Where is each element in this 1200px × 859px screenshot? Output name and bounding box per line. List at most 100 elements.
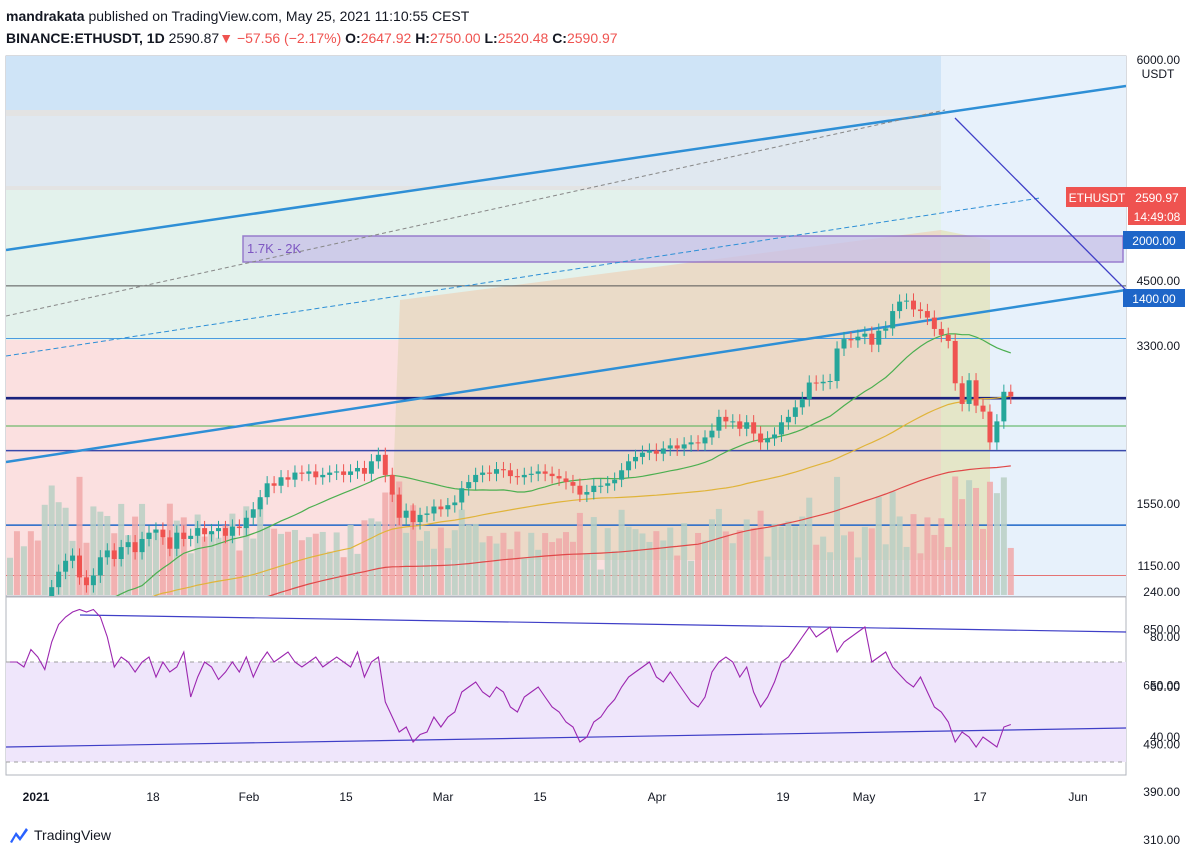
- descending-trendline[interactable]: [954, 117, 1126, 291]
- candle-body[interactable]: [494, 469, 499, 474]
- candle-body[interactable]: [188, 535, 194, 539]
- candle-body[interactable]: [181, 532, 187, 539]
- candle-body[interactable]: [772, 434, 777, 439]
- range-box[interactable]: [242, 235, 1124, 263]
- candle-body[interactable]: [778, 422, 784, 435]
- candle-body[interactable]: [931, 317, 937, 329]
- candle-body[interactable]: [799, 399, 805, 408]
- candle-body[interactable]: [876, 330, 882, 345]
- candle-body[interactable]: [556, 476, 562, 479]
- candle-body[interactable]: [500, 469, 506, 471]
- candle-body[interactable]: [584, 492, 590, 495]
- upper-channel-line[interactable]: [6, 84, 1126, 252]
- candle-body[interactable]: [417, 514, 423, 523]
- candle-body[interactable]: [368, 461, 374, 474]
- candle-body[interactable]: [751, 422, 757, 434]
- candle-body[interactable]: [605, 483, 611, 486]
- candle-body[interactable]: [410, 510, 416, 523]
- candle-body[interactable]: [285, 477, 291, 480]
- candle-body[interactable]: [299, 472, 305, 474]
- candle-body[interactable]: [292, 472, 298, 480]
- candle-body[interactable]: [653, 450, 659, 454]
- candle-body[interactable]: [132, 542, 138, 553]
- candle-body[interactable]: [334, 471, 340, 473]
- candle-body[interactable]: [855, 336, 861, 341]
- candle-body[interactable]: [1001, 391, 1007, 422]
- candle-body[interactable]: [396, 494, 402, 518]
- candle-body[interactable]: [70, 555, 76, 561]
- candle-body[interactable]: [209, 531, 215, 535]
- candle-body[interactable]: [355, 467, 360, 472]
- candle-body[interactable]: [945, 334, 951, 341]
- candle-body[interactable]: [924, 311, 930, 318]
- candle-body[interactable]: [320, 474, 326, 478]
- candle-body[interactable]: [904, 300, 910, 302]
- candle-body[interactable]: [514, 476, 520, 478]
- candle-body[interactable]: [897, 301, 903, 312]
- rsi-axis[interactable]: 80.00 60.00 40.00: [1150, 630, 1180, 744]
- lower-channel-line[interactable]: [6, 288, 1126, 464]
- candle-body[interactable]: [125, 542, 131, 548]
- candle-body[interactable]: [111, 550, 117, 560]
- candle-body[interactable]: [744, 422, 750, 429]
- candle-body[interactable]: [591, 485, 597, 493]
- candle-body[interactable]: [834, 348, 840, 382]
- candle-body[interactable]: [139, 538, 145, 553]
- candle-body[interactable]: [313, 471, 319, 478]
- candle-body[interactable]: [361, 467, 367, 474]
- candle-body[interactable]: [549, 473, 555, 477]
- candle-body[interactable]: [633, 456, 638, 462]
- candle-body[interactable]: [612, 479, 618, 484]
- candle-body[interactable]: [195, 528, 201, 536]
- candle-body[interactable]: [980, 405, 986, 412]
- candle-body[interactable]: [174, 532, 180, 549]
- candle-body[interactable]: [709, 430, 715, 438]
- candle-body[interactable]: [264, 483, 270, 498]
- candle-body[interactable]: [688, 442, 694, 445]
- candle-body[interactable]: [278, 477, 284, 486]
- candle-body[interactable]: [938, 328, 944, 335]
- candle-body[interactable]: [911, 300, 916, 310]
- candle-body[interactable]: [785, 416, 791, 423]
- tradingview-logo[interactable]: TradingView: [8, 826, 111, 844]
- candle-body[interactable]: [987, 411, 993, 443]
- candle-body[interactable]: [660, 448, 666, 454]
- time-axis[interactable]: 2021 18 Feb 15 Mar 15 Apr 19 May 17 Jun: [23, 790, 1088, 804]
- candle-body[interactable]: [236, 526, 242, 529]
- candle-body[interactable]: [528, 473, 534, 475]
- candle-body[interactable]: [243, 517, 249, 529]
- candle-body[interactable]: [167, 537, 173, 549]
- candle-body[interactable]: [890, 311, 896, 329]
- candle-body[interactable]: [806, 382, 812, 400]
- candle-body[interactable]: [507, 470, 513, 477]
- candle-body[interactable]: [626, 461, 632, 471]
- candle-body[interactable]: [160, 529, 166, 538]
- candle-body[interactable]: [667, 445, 673, 449]
- candle-body[interactable]: [104, 550, 110, 558]
- candle-body[interactable]: [146, 532, 152, 539]
- candle-body[interactable]: [118, 547, 124, 560]
- candle-body[interactable]: [306, 471, 312, 474]
- candle-body[interactable]: [327, 472, 333, 475]
- candle-body[interactable]: [869, 333, 875, 345]
- candle-body[interactable]: [994, 421, 1000, 443]
- candle-body[interactable]: [202, 528, 208, 535]
- candle-body[interactable]: [341, 471, 347, 475]
- candle-body[interactable]: [83, 577, 89, 586]
- candle-body[interactable]: [480, 472, 486, 475]
- candle-body[interactable]: [639, 452, 645, 457]
- candle-body[interactable]: [452, 502, 458, 506]
- candle-body[interactable]: [542, 471, 548, 474]
- candle-body[interactable]: [535, 471, 541, 474]
- candle-body[interactable]: [973, 380, 979, 406]
- candle-body[interactable]: [250, 509, 256, 518]
- candle-body[interactable]: [271, 483, 277, 486]
- candle-body[interactable]: [216, 528, 221, 532]
- candle-body[interactable]: [389, 474, 395, 495]
- candle-body[interactable]: [257, 497, 263, 510]
- candle-body[interactable]: [827, 381, 833, 383]
- candle-body[interactable]: [49, 587, 55, 650]
- candle-body[interactable]: [917, 309, 923, 312]
- candle-body[interactable]: [229, 526, 235, 536]
